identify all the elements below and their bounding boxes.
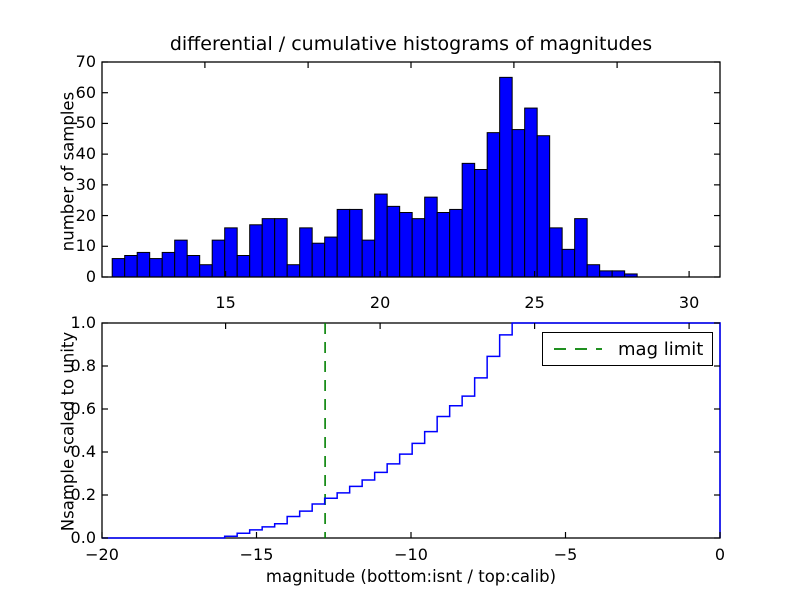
- histogram-bar: [386, 205, 401, 278]
- histogram-bar: [249, 224, 263, 278]
- histogram-bar: [261, 218, 276, 278]
- histogram-bar: [424, 196, 438, 278]
- chart-title: differential / cumulative histograms of …: [169, 33, 653, 55]
- histogram-bar: [561, 248, 576, 278]
- histogram-bar: [374, 193, 388, 278]
- bottom-plot-xtick-label: −10: [394, 545, 428, 564]
- histogram-bar: [499, 76, 513, 278]
- histogram-bar: [311, 242, 326, 278]
- histogram-bar: [186, 255, 201, 278]
- histogram-bar: [149, 258, 163, 278]
- histogram-bar: [274, 218, 288, 278]
- bottom-plot-ytick-label: 0.6: [70, 399, 96, 418]
- histogram-bar: [436, 212, 451, 278]
- histogram-bar: [536, 135, 551, 278]
- histogram-bar: [524, 107, 538, 278]
- histogram-bar: [174, 239, 188, 278]
- top-plot-ytick-label: 70: [75, 52, 96, 71]
- cumulative-step-curve: [102, 322, 721, 539]
- histogram-bar: [211, 239, 226, 278]
- bottom-plot-ytick-label: 0.4: [70, 442, 96, 461]
- histogram-bar: [449, 208, 463, 278]
- histogram-bar: [511, 129, 526, 278]
- top-plot-ytick-label: 20: [75, 205, 96, 225]
- calib-xtick-label: 20: [369, 293, 391, 312]
- calib-xtick-label: 30: [678, 293, 700, 312]
- legend-box: mag limit: [542, 332, 713, 366]
- top-plot-ytick-label: 30: [75, 174, 96, 194]
- histogram-bar: [461, 162, 476, 278]
- calib-xtick-label: 25: [524, 293, 545, 312]
- histogram-bar: [611, 270, 626, 278]
- histogram-bar: [111, 258, 126, 278]
- histogram-bar: [336, 208, 351, 278]
- histogram-bar: [349, 208, 363, 278]
- histogram-bar: [199, 264, 213, 278]
- bottom-plot-ylabel: Nsample scaled to unity: [58, 331, 78, 532]
- legend-dashed-line-sample: [554, 348, 602, 350]
- histogram-bar: [399, 212, 413, 278]
- histogram-bar: [299, 227, 313, 278]
- top-plot-ytick-label: 50: [75, 113, 96, 133]
- bottom-plot-xtick-label: −5: [553, 545, 578, 564]
- histogram-bar: [361, 239, 376, 278]
- bottom-plot-ytick-label: 1.0: [70, 313, 96, 332]
- histogram-bar: [549, 227, 563, 278]
- bottom-plot-ytick-label: 0.0: [70, 528, 96, 547]
- histogram-bar: [586, 264, 601, 278]
- top-plot-ytick-label: 60: [75, 82, 96, 102]
- bottom-plot-xtick-label: −20: [85, 545, 119, 564]
- histogram-bar: [574, 218, 588, 278]
- bottom-plot-xtick-label: 0: [714, 545, 726, 564]
- x-axis-label: magnitude (bottom:isnt / top:calib): [265, 567, 557, 586]
- histogram-bar: [324, 236, 338, 278]
- histogram-bar: [486, 132, 501, 278]
- histogram-bar: [411, 218, 426, 278]
- histogram-bar: [136, 251, 151, 278]
- bottom-plot-ytick-label: 0.2: [70, 485, 96, 504]
- top-plot-ytick-label: 40: [75, 144, 96, 164]
- histogram-bar: [124, 255, 138, 278]
- legend-entry-label: mag limit: [618, 338, 704, 360]
- histogram-bar: [599, 270, 613, 278]
- bottom-plot-xtick-label: −15: [239, 545, 274, 564]
- histogram-bar: [224, 227, 238, 278]
- histogram-bar: [474, 169, 488, 278]
- calib-xtick-label: 15: [215, 293, 236, 312]
- bottom-plot-ytick-label: 0.8: [70, 356, 96, 375]
- histogram-bar: [161, 251, 176, 278]
- histogram-bar: [236, 255, 251, 278]
- top-plot-ytick-label: 0: [85, 267, 96, 286]
- top-plot-ytick-label: 10: [75, 236, 96, 256]
- histogram-bar: [286, 264, 301, 278]
